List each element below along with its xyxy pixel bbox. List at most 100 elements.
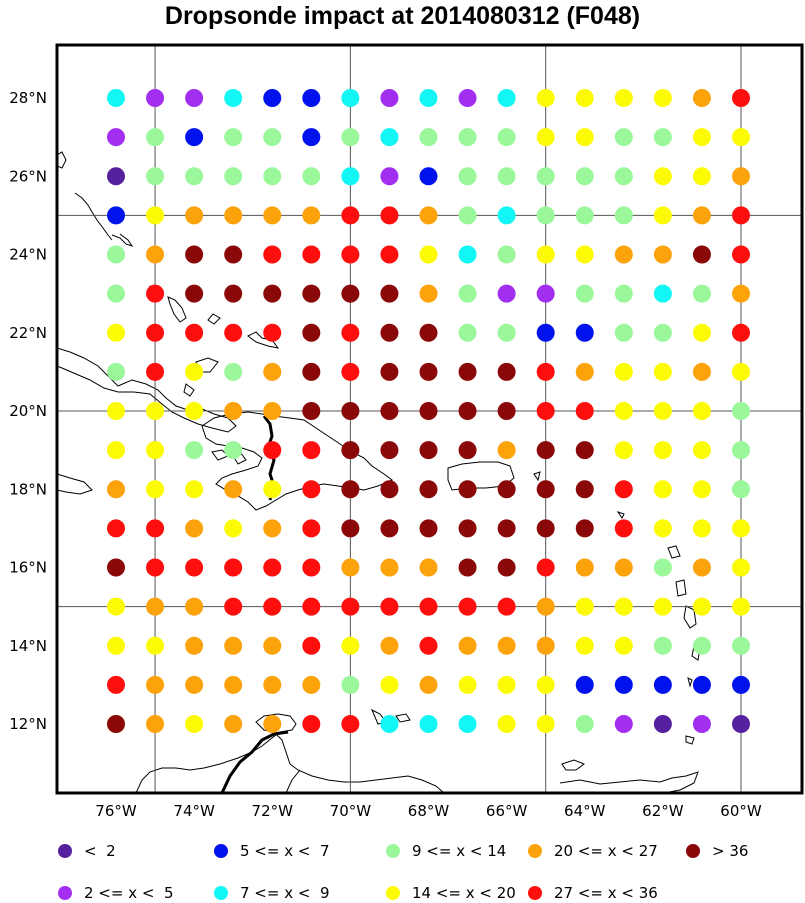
impact-dot <box>575 715 594 733</box>
impact-dot <box>692 519 711 538</box>
impact-dot <box>185 675 204 694</box>
impact-dot <box>185 128 204 147</box>
impact-dot <box>614 675 633 694</box>
impact-dot <box>458 323 477 342</box>
legend-swatch <box>386 886 400 900</box>
longitude-tick-label: 64°W <box>564 802 606 820</box>
longitude-tick-label: 68°W <box>408 802 450 820</box>
impact-dot <box>224 675 243 694</box>
impact-dot <box>302 558 321 577</box>
impact-dot <box>732 558 750 577</box>
impact-dot <box>732 323 750 342</box>
impact-dot <box>107 675 125 694</box>
impact-dot <box>653 597 672 616</box>
impact-dot <box>653 636 672 655</box>
impact-dot <box>732 245 750 264</box>
impact-dot <box>692 128 711 147</box>
legend-label: < 2 <box>84 842 116 860</box>
impact-dot <box>653 206 672 225</box>
longitude-tick-label: 74°W <box>173 802 215 820</box>
impact-dot <box>692 362 711 381</box>
longitude-tick-labels: 76°W 74°W 72°W 70°W 68°W 66°W 64°W 62°W 60°W <box>95 802 762 820</box>
impact-dot <box>146 402 165 420</box>
impact-dot <box>263 558 282 577</box>
impact-dot <box>653 675 672 694</box>
legend-label: 14 <= x < 20 <box>412 884 516 902</box>
impact-dot <box>341 284 360 303</box>
impact-dot <box>341 441 360 460</box>
impact-dot <box>263 402 282 420</box>
impact-dot <box>575 519 594 538</box>
impact-dot <box>419 245 438 264</box>
longitude-tick-label: 60°W <box>720 802 762 820</box>
latitude-tick-label: 14°N <box>9 637 47 655</box>
impact-dot <box>263 206 282 225</box>
impact-dot <box>614 206 633 225</box>
impact-dot <box>653 284 672 303</box>
impact-dot <box>185 167 204 186</box>
impact-dot <box>341 675 360 694</box>
impact-dot <box>263 128 282 147</box>
impact-dot <box>341 558 360 577</box>
impact-dot <box>575 245 594 264</box>
impact-dot <box>614 284 633 303</box>
impact-dot <box>146 519 165 538</box>
impact-dot <box>497 402 516 420</box>
impact-dot <box>458 441 477 460</box>
impact-dot <box>302 89 321 107</box>
latitude-tick-label: 22°N <box>9 324 47 342</box>
impact-dot <box>536 128 555 147</box>
impact-dot <box>380 519 399 538</box>
impact-dot <box>614 128 633 147</box>
impact-dot <box>185 480 204 499</box>
impact-dot <box>497 636 516 655</box>
impact-dot <box>224 480 243 499</box>
impact-dot <box>692 323 711 342</box>
impact-dot <box>732 402 750 420</box>
latitude-tick-label: 26°N <box>9 167 47 185</box>
impact-dot <box>263 362 282 381</box>
impact-dot <box>536 519 555 538</box>
impact-dot <box>380 402 399 420</box>
legend-item: 20 <= x < 27 <box>528 841 658 861</box>
impact-dot <box>341 597 360 616</box>
legend-item: 9 <= x < 14 <box>386 841 506 861</box>
impact-dot <box>185 636 204 655</box>
impact-dot <box>692 245 711 264</box>
impact-dot <box>146 245 165 264</box>
impact-dot <box>497 167 516 186</box>
impact-dot <box>341 323 360 342</box>
impact-dot <box>302 245 321 264</box>
impact-dot <box>380 675 399 694</box>
impact-dot <box>575 480 594 499</box>
impact-dot <box>224 206 243 225</box>
impact-dot <box>497 284 516 303</box>
impact-dot <box>419 362 438 381</box>
impact-dot <box>614 636 633 655</box>
impact-dot <box>575 597 594 616</box>
impact-dot <box>575 167 594 186</box>
impact-dot <box>732 675 750 694</box>
impact-dot <box>614 441 633 460</box>
impact-dot <box>302 480 321 499</box>
impact-dot <box>497 128 516 147</box>
impact-dot <box>380 362 399 381</box>
legend-swatch <box>214 844 228 858</box>
impact-dot <box>614 323 633 342</box>
impact-dot <box>146 167 165 186</box>
impact-dot <box>107 636 125 655</box>
impact-dot <box>341 636 360 655</box>
impact-dot <box>146 675 165 694</box>
impact-dot <box>419 480 438 499</box>
impact-dot <box>458 715 477 733</box>
impact-dot <box>185 558 204 577</box>
impact-dot <box>692 636 711 655</box>
impact-dot <box>224 362 243 381</box>
impact-dot <box>380 245 399 264</box>
impact-dot <box>732 284 750 303</box>
impact-dot <box>380 89 399 107</box>
latitude-tick-labels: 28°N 26°N 24°N 22°N 20°N 18°N 16°N 14°N 12°N <box>9 89 47 733</box>
impact-dot <box>458 245 477 264</box>
impact-dot <box>536 323 555 342</box>
